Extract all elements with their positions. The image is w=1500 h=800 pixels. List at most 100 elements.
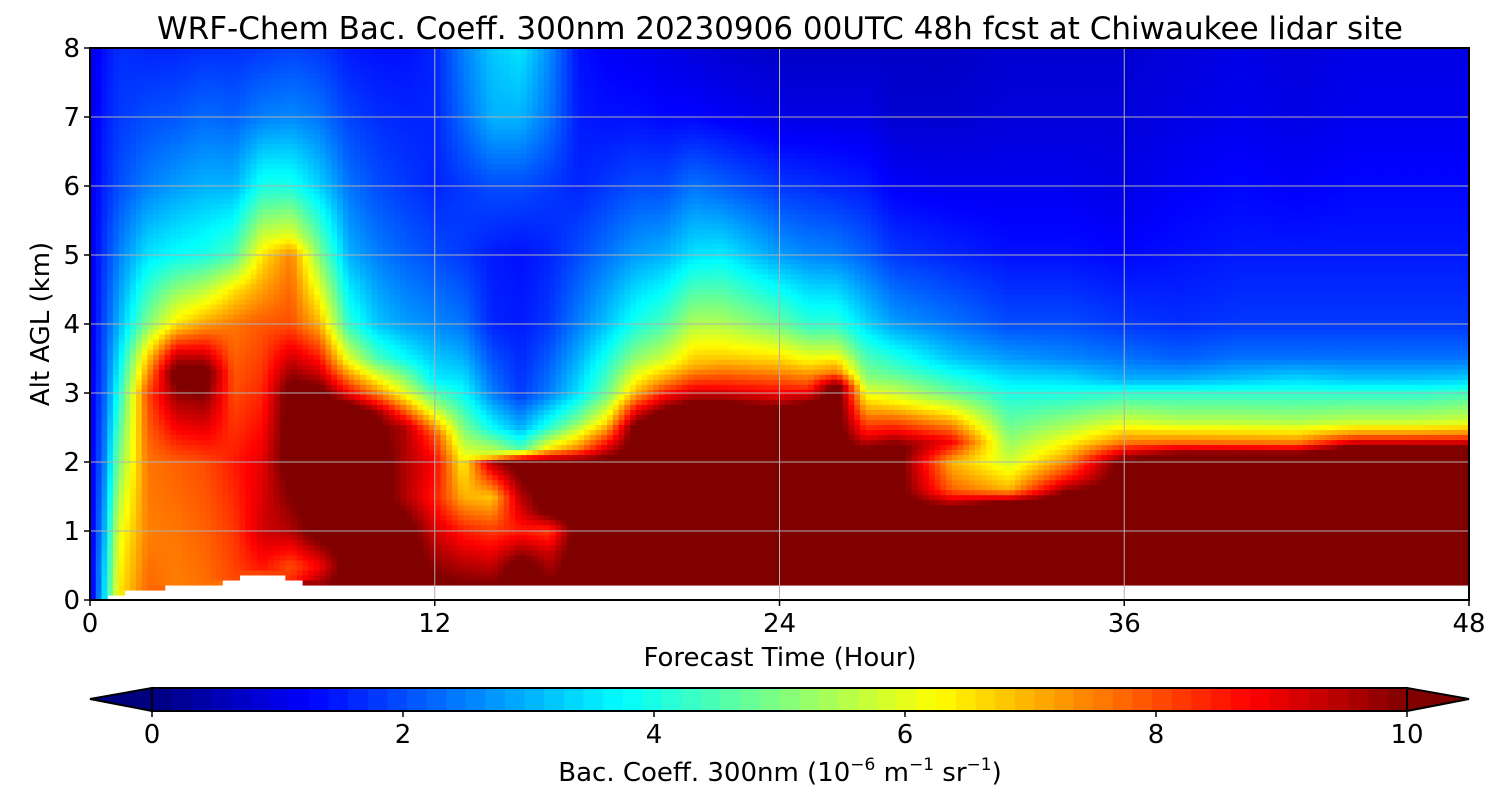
heatmap-cell — [291, 298, 298, 305]
heatmap-cell — [296, 344, 304, 350]
heatmap-cell — [135, 579, 143, 586]
heatmap-cell — [147, 253, 154, 260]
heatmap-cell — [141, 524, 149, 531]
heatmap-cell — [130, 414, 137, 420]
heatmap-cell — [262, 268, 269, 275]
heatmap-cell — [130, 233, 137, 240]
heatmap-cell — [308, 489, 315, 496]
heatmap-cell — [158, 344, 166, 350]
heatmap-cell — [193, 313, 200, 320]
heatmap-cell — [90, 524, 97, 531]
heatmap-cell — [314, 88, 321, 94]
heatmap-cell — [319, 339, 327, 345]
heatmap-cell — [170, 389, 177, 395]
heatmap-cell — [239, 504, 246, 511]
heatmap-cell — [181, 138, 189, 144]
heatmap-cell — [262, 359, 269, 365]
heatmap-cell — [250, 58, 258, 64]
heatmap-cell — [187, 133, 195, 139]
heatmap-cell — [331, 364, 338, 370]
heatmap-cell — [112, 504, 120, 511]
heatmap-cell — [285, 534, 292, 541]
heatmap-cell — [291, 318, 298, 325]
heatmap-cell — [141, 514, 149, 521]
heatmap-cell — [268, 509, 275, 516]
heatmap-cell — [285, 484, 292, 491]
heatmap-cell — [291, 233, 298, 240]
heatmap-cell — [337, 499, 344, 506]
heatmap-cell — [135, 394, 143, 400]
heatmap-cell — [227, 233, 235, 240]
heatmap-cell — [118, 173, 126, 180]
heatmap-cell — [158, 178, 166, 185]
heatmap-cell — [268, 308, 275, 315]
heatmap-cell — [268, 233, 275, 240]
heatmap-cell — [256, 83, 263, 89]
heatmap-cell — [319, 243, 327, 250]
heatmap-cell — [354, 298, 361, 305]
heatmap-cell — [147, 379, 154, 385]
heatmap-cell — [325, 539, 332, 546]
heatmap-cell — [210, 399, 218, 405]
heatmap-cell — [319, 233, 327, 240]
heatmap-cell — [233, 409, 240, 415]
heatmap-cell — [302, 349, 309, 355]
heatmap-cell — [302, 389, 309, 395]
heatmap-cell — [302, 329, 309, 335]
heatmap-cell — [176, 329, 183, 335]
heatmap-cell — [331, 324, 338, 330]
heatmap-cell — [222, 324, 229, 330]
heatmap-cell — [112, 113, 120, 119]
heatmap-cell — [199, 253, 206, 260]
heatmap-cell — [210, 554, 218, 561]
heatmap-cell — [124, 374, 131, 380]
heatmap-cell — [302, 464, 309, 471]
heatmap-cell — [325, 263, 332, 270]
heatmap-cell — [319, 293, 327, 300]
heatmap-cell — [308, 519, 315, 526]
heatmap-cell — [141, 83, 149, 89]
heatmap-cell — [273, 384, 281, 390]
heatmap-cell — [285, 163, 292, 170]
heatmap-cell — [107, 344, 114, 350]
heatmap-cell — [233, 449, 240, 456]
heatmap-cell — [141, 584, 149, 591]
heatmap-cell — [199, 359, 206, 365]
heatmap-cell — [239, 103, 246, 109]
heatmap-cell — [245, 263, 252, 270]
heatmap-cell — [331, 379, 338, 385]
heatmap-cell — [90, 419, 97, 425]
heatmap-cell — [199, 63, 206, 69]
heatmap-cell — [187, 509, 195, 516]
heatmap-cell — [193, 48, 200, 54]
heatmap-cell — [199, 273, 206, 280]
heatmap-cell — [170, 193, 177, 200]
heatmap-cell — [153, 324, 160, 330]
heatmap-cell — [291, 519, 298, 526]
heatmap-cell — [193, 369, 200, 375]
heatmap-cell — [308, 138, 315, 144]
heatmap-cell — [158, 78, 166, 84]
heatmap-cell — [181, 504, 189, 511]
heatmap-cell — [204, 313, 212, 320]
heatmap-cell — [262, 394, 269, 400]
heatmap-cell — [95, 193, 103, 200]
heatmap-cell — [147, 93, 154, 99]
heatmap-cell — [170, 374, 177, 380]
heatmap-cell — [101, 369, 108, 375]
heatmap-cell — [107, 334, 114, 340]
heatmap-cell — [216, 218, 223, 225]
heatmap-cell — [118, 494, 126, 501]
heatmap-cell — [348, 303, 355, 310]
heatmap-cell — [95, 53, 103, 59]
heatmap-cell — [319, 218, 327, 225]
heatmap-cell — [118, 163, 126, 170]
heatmap-cell — [158, 88, 166, 94]
heatmap-cell — [337, 414, 344, 420]
heatmap-cell — [256, 98, 263, 104]
heatmap-cell — [342, 108, 350, 114]
heatmap-cell — [337, 138, 344, 144]
heatmap-cell — [176, 98, 183, 104]
heatmap-cell — [147, 263, 154, 270]
heatmap-cell — [337, 143, 344, 149]
